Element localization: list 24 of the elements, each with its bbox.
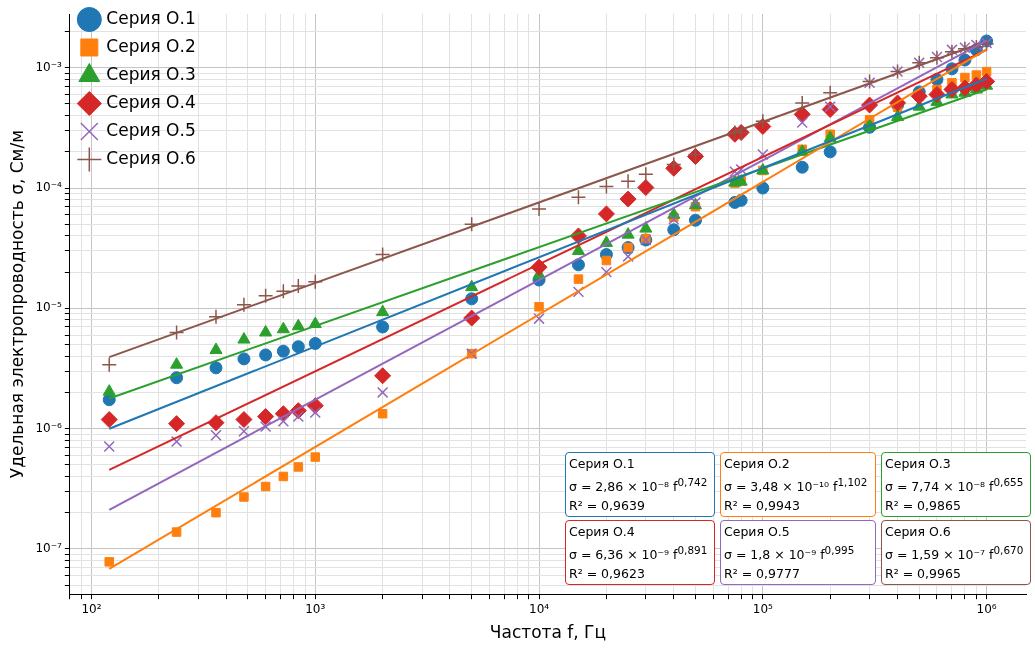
text: Серия О.1 σ = 2,86 × 10⁻⁸ f$^{0,742}$ R² = 0,9639 xyxy=(569,456,708,514)
x-tick-label: 10² xyxy=(81,601,102,616)
text: Серия О.3 σ = 7,74 × 10⁻⁸ f$^{0,655}$ R² = 0,9865 xyxy=(885,456,1024,514)
y-tick-label: 10⁻³ xyxy=(35,59,62,74)
legend-label: Серия О.2 xyxy=(106,35,196,56)
x-tick-label: 10⁶ xyxy=(976,601,997,616)
y-tick-label: 10⁻⁵ xyxy=(35,300,62,315)
text: Серия О.5 σ = 1,8 × 10⁻⁹ f$^{0,995}$ R² = 0,9777 xyxy=(724,524,855,582)
y-axis-title: Удельная электропроводность σ, См/м xyxy=(6,130,27,479)
x-axis-title: Частота f, Гц xyxy=(489,622,606,643)
x-tick-label: 10⁵ xyxy=(752,601,774,616)
legend-label: Серия О.1 xyxy=(106,7,196,28)
legend-label: Серия О.4 xyxy=(106,91,196,112)
text: Серия О.6 σ = 1,59 × 10⁻⁷ f$^{0,670}$ R² = 0,9965 xyxy=(885,524,1024,582)
y-tick-label: 10⁻⁷ xyxy=(35,541,62,556)
text: Серия О.2 σ = 3,48 × 10⁻¹⁰ f$^{1,102}$ R² = 0,9943 xyxy=(724,456,868,514)
x-tick-label: 10³ xyxy=(305,601,326,616)
x-tick-label: 10⁴ xyxy=(529,601,550,616)
legend-label: Серия О.3 xyxy=(106,63,196,84)
legend-label: Серия О.6 xyxy=(106,147,196,168)
text: Серия О.4 σ = 6,36 × 10⁻⁹ f$^{0,891}$ R² = 0,9623 xyxy=(569,524,708,582)
legend-label: Серия О.5 xyxy=(106,119,196,140)
y-tick-label: 10⁻⁶ xyxy=(35,420,62,435)
y-tick-label: 10⁻⁴ xyxy=(35,180,62,195)
